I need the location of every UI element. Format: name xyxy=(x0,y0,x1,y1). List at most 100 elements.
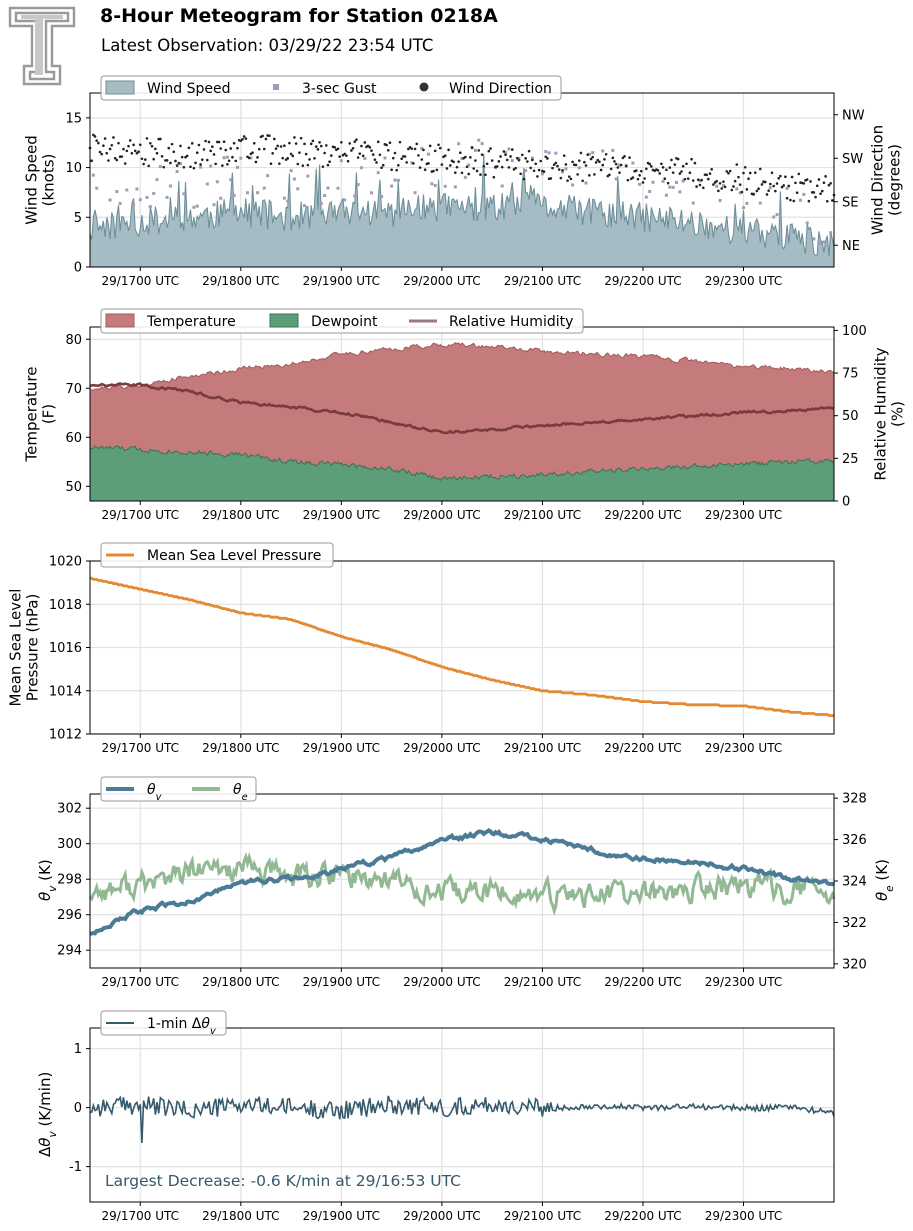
direction-point xyxy=(467,172,471,176)
direction-point xyxy=(827,183,831,187)
gust-point xyxy=(453,185,457,189)
direction-point xyxy=(108,147,112,151)
y-tick-label: 1 xyxy=(74,1042,82,1057)
direction-point xyxy=(242,135,246,138)
gust-point xyxy=(443,184,447,188)
y-tick-label: 1020 xyxy=(49,555,82,570)
x-tick-label: 29/2000 UTC xyxy=(403,508,480,522)
direction-point xyxy=(457,160,460,163)
direction-point xyxy=(603,158,606,161)
y-axis-label-line: Wind Speed xyxy=(23,135,41,225)
x-tick-label: 29/2200 UTC xyxy=(604,975,681,989)
x-tick-label: 29/1800 UTC xyxy=(202,1209,279,1223)
gust-point xyxy=(618,163,622,167)
direction-point xyxy=(279,145,283,148)
gust-point xyxy=(420,146,424,150)
dewpoint-area xyxy=(90,445,834,501)
direction-point xyxy=(767,189,770,192)
x-tick-label: 29/2100 UTC xyxy=(504,508,581,522)
x-tick-label: 29/2200 UTC xyxy=(604,274,681,288)
direction-point xyxy=(123,162,127,165)
gust-point xyxy=(648,189,652,193)
gust-point xyxy=(674,180,678,184)
gust-point xyxy=(326,186,330,190)
gust-point xyxy=(738,191,742,195)
direction-point xyxy=(132,143,135,147)
direction-point xyxy=(465,165,469,169)
direction-point xyxy=(130,152,134,155)
direction-point xyxy=(318,141,321,144)
direction-point xyxy=(829,181,832,185)
direction-point xyxy=(336,147,340,151)
direction-point xyxy=(107,159,110,162)
direction-point xyxy=(192,166,196,170)
direction-point xyxy=(477,149,481,152)
direction-point xyxy=(324,144,328,147)
direction-point xyxy=(212,153,216,156)
direction-point xyxy=(532,169,536,173)
legend-swatch-wind-speed xyxy=(105,80,135,95)
gust-point xyxy=(463,175,467,179)
direction-point xyxy=(293,136,296,139)
direction-point xyxy=(122,147,125,151)
direction-point xyxy=(443,154,447,157)
direction-point xyxy=(695,185,698,188)
direction-point xyxy=(433,149,437,153)
direction-point xyxy=(460,171,464,175)
direction-point xyxy=(517,158,521,162)
y-tick-label: 70 xyxy=(65,382,82,397)
direction-point xyxy=(544,155,548,159)
y2-tick-label: 0 xyxy=(842,495,850,510)
direction-point xyxy=(562,154,566,157)
gust-point xyxy=(152,191,156,195)
y-axis-label-line: Mean Sea Level xyxy=(7,589,25,707)
direction-point xyxy=(549,177,553,180)
x-tick-label: 29/2100 UTC xyxy=(504,741,581,755)
direction-point xyxy=(428,144,432,148)
direction-point xyxy=(708,172,712,175)
gust-point xyxy=(457,142,461,146)
direction-point xyxy=(363,141,367,144)
direction-point xyxy=(117,141,120,145)
direction-point xyxy=(167,146,171,150)
gust-point xyxy=(577,166,581,170)
direction-point xyxy=(631,176,635,179)
gust-point xyxy=(554,151,558,155)
direction-point xyxy=(391,156,395,160)
direction-point xyxy=(346,159,350,163)
direction-point xyxy=(599,168,603,172)
direction-point xyxy=(261,134,264,138)
gust-point xyxy=(547,151,551,155)
direction-point xyxy=(120,155,124,158)
direction-point xyxy=(765,193,769,196)
page-subtitle: Latest Observation: 03/29/22 23:54 UTC xyxy=(101,36,434,55)
mslp-line xyxy=(90,576,834,717)
y-tick-label: 1012 xyxy=(49,728,82,743)
gust-point xyxy=(175,170,179,174)
direction-point xyxy=(251,151,254,154)
gust-point xyxy=(611,148,615,152)
direction-point xyxy=(683,177,687,181)
direction-point xyxy=(775,182,779,185)
y2-axis-label-line: (degrees) xyxy=(886,144,904,216)
gust-point xyxy=(306,174,310,178)
gust-point xyxy=(266,174,270,178)
direction-point xyxy=(338,155,341,158)
direction-point xyxy=(626,178,630,182)
gust-point xyxy=(178,162,182,166)
gust-point xyxy=(383,156,387,160)
direction-point xyxy=(370,149,373,152)
legend-box xyxy=(100,308,584,334)
direction-point xyxy=(97,141,100,145)
legend-label: Wind Direction xyxy=(449,81,552,97)
direction-point xyxy=(534,162,538,166)
direction-point xyxy=(479,173,482,176)
direction-point xyxy=(591,155,595,159)
direction-point xyxy=(621,156,625,160)
direction-point xyxy=(556,164,559,168)
direction-point xyxy=(665,168,668,172)
dewpoint-line xyxy=(89,445,835,482)
gust-point xyxy=(205,182,209,186)
gust-point xyxy=(691,201,695,205)
direction-point xyxy=(700,178,703,182)
